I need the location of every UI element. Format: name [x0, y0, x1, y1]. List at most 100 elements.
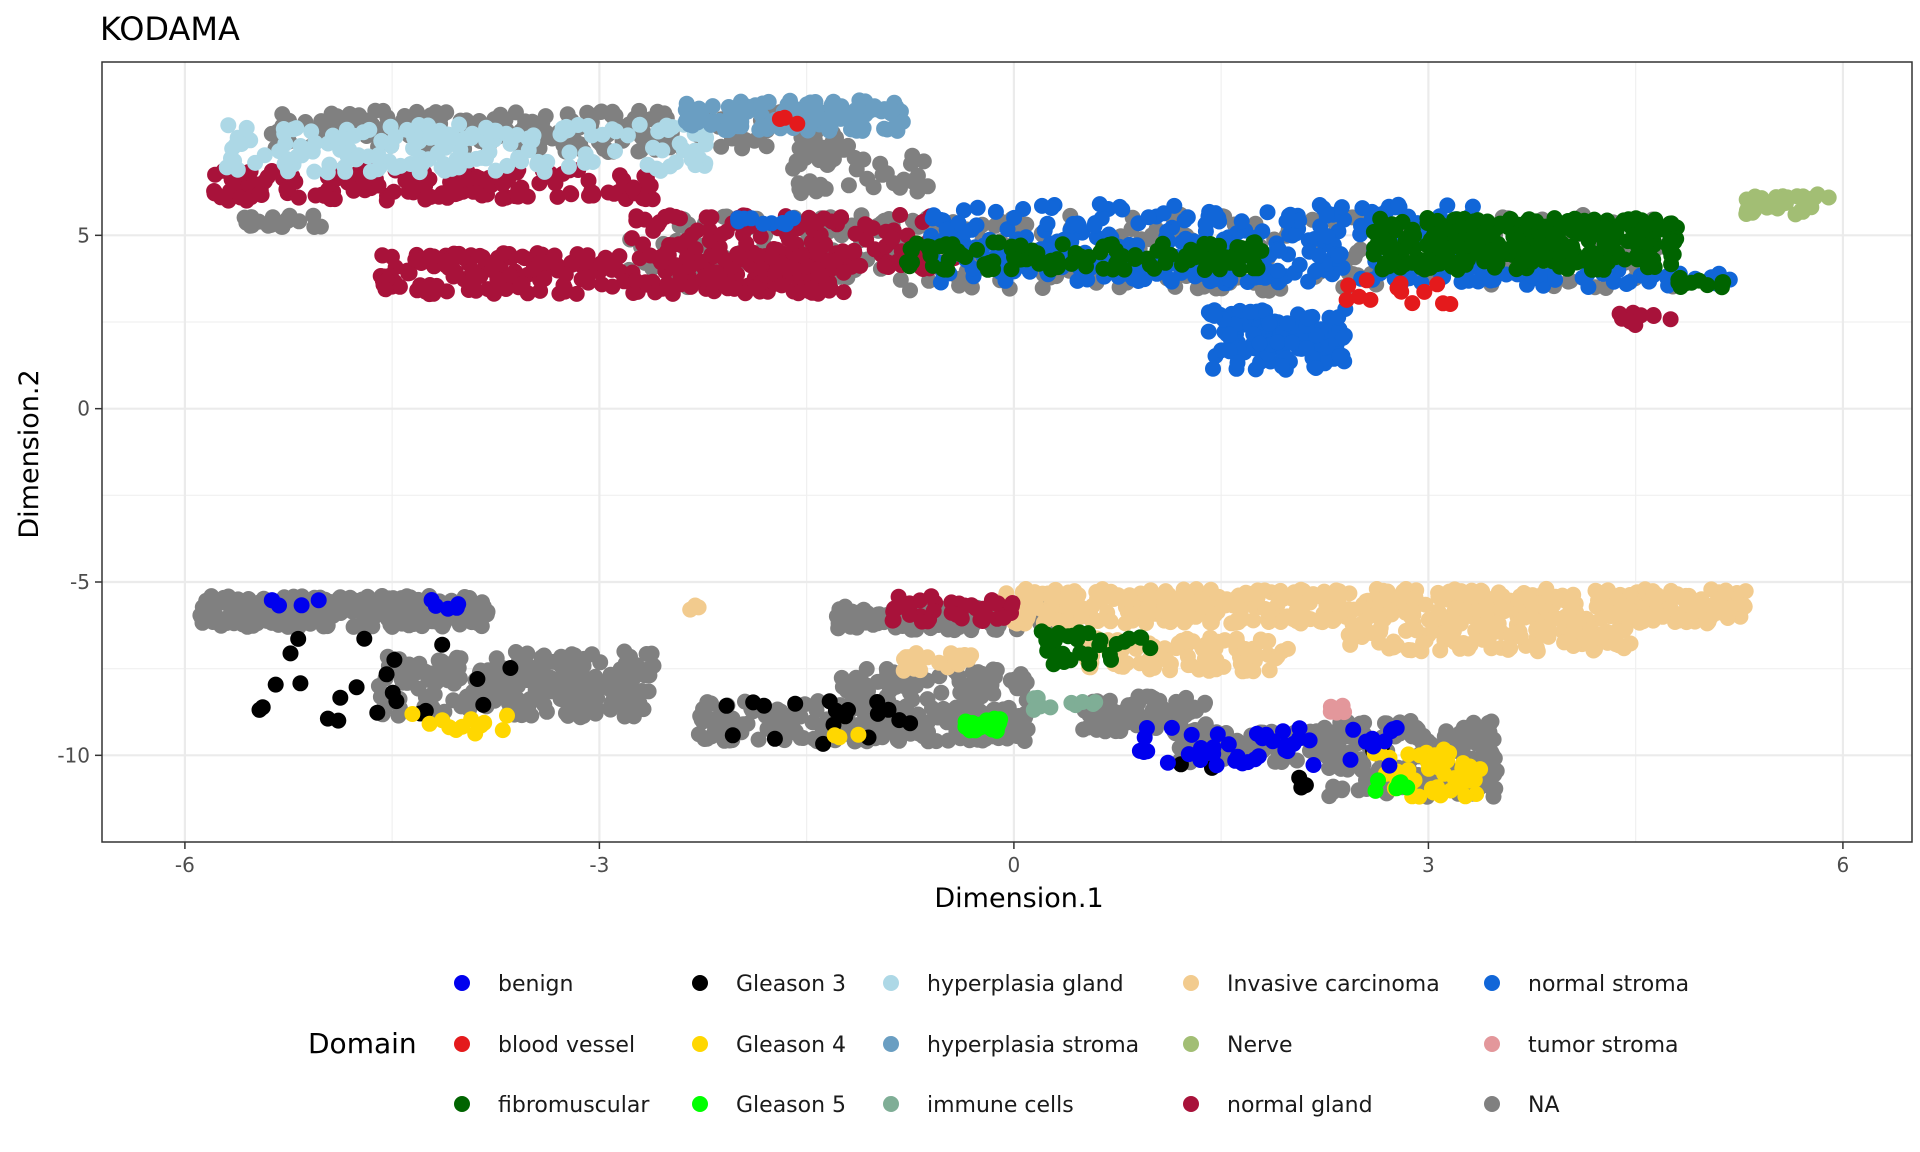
data-point [604, 103, 621, 120]
data-point [1086, 218, 1103, 234]
data-point [625, 180, 641, 197]
data-point [906, 660, 923, 677]
x-tick-label: -3 [589, 853, 609, 877]
data-point [1340, 626, 1357, 643]
data-point [514, 275, 531, 292]
data-point [393, 590, 410, 607]
data-point [399, 121, 416, 138]
data-point [1404, 221, 1421, 238]
data-point [254, 699, 271, 716]
data-point [342, 589, 359, 606]
data-point [1740, 203, 1757, 220]
data-point [852, 689, 869, 705]
data-point [840, 177, 857, 194]
data-point [434, 185, 451, 202]
data-point [1141, 661, 1158, 678]
data-point [504, 684, 521, 701]
data-point [1017, 581, 1034, 597]
data-point [499, 707, 515, 724]
legend-key [692, 1036, 708, 1052]
data-point [753, 96, 770, 113]
data-point [319, 710, 336, 727]
data-point [1069, 215, 1086, 232]
data-point [660, 122, 677, 138]
data-point [1483, 747, 1499, 764]
data-point [1272, 582, 1289, 599]
data-point [1221, 326, 1238, 343]
data-point [780, 260, 796, 277]
legend-key [883, 1096, 899, 1112]
data-point [1430, 588, 1447, 605]
data-point [1183, 726, 1200, 743]
data-point [892, 271, 909, 288]
data-point [952, 684, 969, 701]
data-point [434, 636, 451, 653]
data-point [902, 282, 918, 299]
data-point [957, 718, 974, 735]
data-point [1568, 254, 1585, 271]
data-point [377, 281, 394, 298]
data-point [848, 619, 865, 636]
legend-label: Gleason 5 [736, 1093, 846, 1118]
data-point [1251, 335, 1268, 352]
data-point [1330, 309, 1347, 326]
data-point [923, 588, 940, 605]
data-point [1207, 205, 1224, 222]
data-point [1012, 237, 1029, 254]
data-point [1284, 610, 1301, 627]
data-point [1411, 747, 1428, 764]
legend-item: Gleason 3 [692, 972, 846, 997]
data-point [1256, 582, 1273, 599]
data-point [645, 657, 662, 674]
data-point [1565, 638, 1582, 654]
data-point [404, 706, 421, 722]
data-point [1196, 235, 1213, 252]
data-point [1259, 602, 1276, 619]
data-point [843, 121, 859, 138]
data-point [827, 702, 844, 719]
data-point [1670, 612, 1687, 629]
data-point [1261, 662, 1278, 679]
legend-label: immune cells [927, 1093, 1074, 1118]
data-point [1442, 296, 1459, 312]
legend-item: NA [1484, 1093, 1560, 1118]
data-point [895, 171, 912, 188]
legend-item: hyperplasia gland [883, 972, 1124, 997]
data-point [1261, 315, 1278, 332]
data-point [446, 675, 463, 692]
data-point [1473, 617, 1489, 634]
data-point [1159, 754, 1176, 771]
data-point [1250, 748, 1267, 765]
data-point [562, 185, 579, 202]
data-point [1307, 360, 1324, 376]
data-point [319, 164, 336, 181]
data-point [1107, 711, 1124, 728]
legend-label: NA [1528, 1093, 1560, 1118]
data-point [1446, 617, 1463, 634]
data-point [1209, 633, 1226, 650]
data-point [1607, 604, 1624, 621]
data-point [449, 185, 466, 202]
data-point [1074, 694, 1091, 710]
data-point [1232, 655, 1249, 672]
data-point [1544, 234, 1561, 251]
data-point [928, 733, 945, 750]
data-point [948, 606, 965, 623]
legend-label: Nerve [1227, 1033, 1293, 1058]
data-point [628, 212, 645, 229]
data-point [1162, 271, 1179, 288]
legend-label: Invasive carcinoma [1227, 972, 1440, 997]
data-point [1316, 719, 1333, 736]
data-point [478, 681, 495, 698]
data-point [633, 142, 649, 159]
data-point [1432, 642, 1449, 659]
data-point [731, 248, 748, 265]
data-point [718, 697, 735, 714]
data-point [310, 592, 327, 609]
data-point [1195, 641, 1211, 658]
data-point [1008, 728, 1025, 744]
data-point [1654, 608, 1671, 625]
data-point [1153, 699, 1170, 716]
data-point [478, 119, 495, 136]
data-point [1121, 697, 1138, 714]
